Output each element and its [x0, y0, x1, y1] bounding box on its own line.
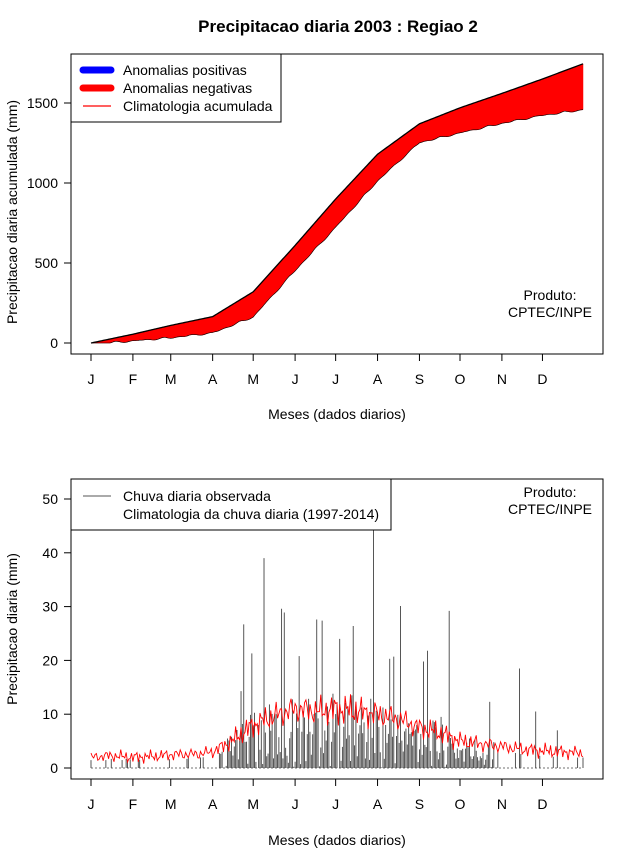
x-tick-label: J	[332, 796, 339, 812]
product-note-line1: Produto:	[524, 484, 577, 500]
x-tick-label: M	[247, 796, 259, 812]
x-tick-label: D	[537, 371, 547, 387]
x-tick-label: S	[415, 371, 424, 387]
observed-accumulated-line	[91, 109, 584, 344]
y-axis: 0 10 20 30 40 50	[42, 491, 72, 776]
chart-title: Precipitacao diaria 2003 : Regiao 2	[198, 17, 478, 36]
x-tick-label: A	[373, 371, 383, 387]
y-axis-label: Precipitacao diaria acumulada (mm)	[4, 100, 20, 324]
climatology-daily-line	[90, 694, 584, 764]
x-tick-label: A	[208, 796, 218, 812]
y-tick-label: 500	[35, 255, 59, 271]
legend-label-positive: Anomalias positivas	[123, 62, 247, 78]
x-tick-label: A	[208, 371, 218, 387]
x-tick-label: J	[88, 796, 95, 812]
legend-label-climatology: Climatologia da chuva diaria (1997-2014)	[123, 506, 379, 522]
legend: Anomalias positivas Anomalias negativas …	[70, 53, 282, 123]
x-tick-label: O	[455, 796, 466, 812]
y-axis: 0 500 1000 1500	[27, 95, 72, 351]
x-tick-label: N	[497, 796, 507, 812]
legend-label-climatology: Climatologia acumulada	[123, 98, 273, 114]
x-tick-label: F	[129, 796, 138, 812]
legend-box	[70, 478, 392, 531]
x-tick-label: J	[292, 796, 299, 812]
x-tick-label: J	[332, 371, 339, 387]
y-tick-label: 0	[50, 760, 58, 776]
x-tick-label: A	[373, 796, 383, 812]
y-tick-label: 40	[42, 545, 58, 561]
daily-panel: 0 10 20 30 40 50 J F M A M J J A S O N D Meses (dados di…	[4, 478, 604, 848]
x-tick-label: S	[415, 796, 424, 812]
product-note-line2: CPTEC/INPE	[508, 501, 592, 517]
accumulated-series	[90, 63, 584, 344]
x-tick-label: D	[537, 796, 547, 812]
product-note-line1: Produto:	[524, 287, 577, 303]
x-axis-label: Meses (dados diarios)	[268, 406, 406, 422]
legend-label-negative: Anomalias negativas	[123, 80, 252, 96]
x-tick-label: J	[292, 371, 299, 387]
accumulated-panel: 0 500 1000 1500 J F M A M J J A S O N D Meses (dados d…	[4, 53, 604, 422]
y-tick-label: 20	[42, 652, 58, 668]
x-tick-label: M	[247, 371, 259, 387]
legend-label-observed: Chuva diaria observada	[123, 488, 271, 504]
x-tick-label: J	[88, 371, 95, 387]
y-axis-label: Precipitacao diaria (mm)	[4, 553, 20, 705]
x-tick-label: M	[165, 796, 177, 812]
product-note-line2: CPTEC/INPE	[508, 304, 592, 320]
daily-series	[90, 528, 584, 769]
y-tick-label: 1500	[27, 95, 58, 111]
y-tick-label: 30	[42, 599, 58, 615]
y-tick-label: 10	[42, 706, 58, 722]
x-tick-label: M	[165, 371, 177, 387]
y-tick-label: 50	[42, 491, 58, 507]
climatology-accumulated-line	[90, 63, 584, 344]
x-tick-label: N	[497, 371, 507, 387]
legend: Chuva diaria observada Climatologia da c…	[70, 478, 392, 531]
y-tick-label: 1000	[27, 175, 58, 191]
x-tick-label: F	[129, 371, 138, 387]
x-tick-label: O	[455, 371, 466, 387]
x-axis-label: Meses (dados diarios)	[268, 832, 406, 848]
y-tick-label: 0	[50, 335, 58, 351]
